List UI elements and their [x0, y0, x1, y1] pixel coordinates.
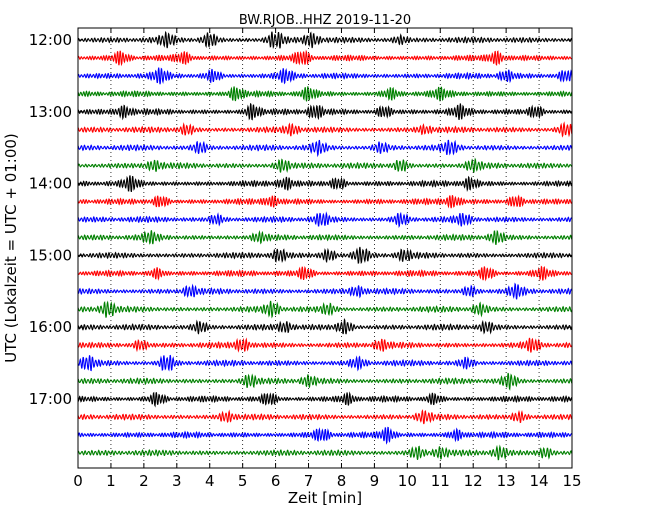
plot-frame [77, 27, 573, 469]
trace-row-1430 [77, 211, 573, 229]
trace-row-1500 [77, 246, 573, 265]
chart-title: BW.RJOB..HHZ 2019-11-20 [239, 13, 411, 28]
x-tick-label: 13 [497, 472, 516, 490]
vertical-grid [110, 28, 540, 468]
trace-group [77, 30, 573, 461]
trace-row-1515 [77, 265, 573, 282]
trace-row-1300 [77, 102, 573, 121]
y-tick-label: 12:00 [29, 31, 72, 49]
x-axis-ticks: 0 1 2 3 4 5 6 7 8 9 10 11 12 13 14 15 [73, 28, 582, 490]
x-tick-label: 10 [398, 472, 417, 490]
trace-row-1730 [77, 426, 573, 445]
trace-row-1715 [77, 409, 573, 425]
y-axis-ticks: 12:00 13:00 14:00 15:00 16:00 17:00 [29, 31, 572, 408]
x-tick-label: 3 [172, 472, 182, 490]
y-tick-label: 17:00 [29, 390, 72, 408]
trace-row-1530 [77, 282, 573, 300]
x-tick-label: 7 [304, 472, 314, 490]
trace-row-1315 [77, 121, 573, 138]
trace-row-1330 [77, 139, 573, 158]
x-tick-label: 6 [271, 472, 281, 490]
trace-row-1545 [77, 300, 573, 319]
x-tick-label: 5 [238, 472, 248, 490]
x-tick-label: 12 [464, 472, 483, 490]
trace-row-1245 [77, 86, 573, 102]
trace-row-1645 [77, 372, 573, 391]
x-tick-label: 0 [73, 472, 83, 490]
y-axis-label: UTC (Lokalzeit = UTC + 01:00) [2, 133, 20, 363]
trace-row-1445 [77, 229, 573, 246]
y-tick-label: 16:00 [29, 318, 72, 336]
x-tick-label: 9 [370, 472, 380, 490]
trace-row-1630 [77, 354, 573, 372]
x-tick-label: 1 [106, 472, 116, 490]
trace-row-1700 [77, 391, 573, 408]
x-tick-label: 11 [431, 472, 450, 490]
trace-row-1600 [77, 317, 573, 335]
trace-row-1400 [77, 175, 573, 192]
x-tick-label: 4 [205, 472, 215, 490]
x-tick-label: 2 [139, 472, 149, 490]
y-tick-label: 14:00 [29, 175, 72, 193]
trace-row-1215 [77, 49, 573, 67]
trace-row-1745 [77, 444, 573, 461]
x-tick-label: 8 [337, 472, 347, 490]
trace-row-1415 [77, 194, 573, 209]
trace-row-1230 [77, 67, 573, 85]
y-tick-label: 13:00 [29, 103, 72, 121]
trace-row-1345 [77, 157, 573, 173]
x-tick-label: 14 [530, 472, 549, 490]
x-tick-label: 15 [562, 472, 581, 490]
y-tick-label: 15:00 [29, 246, 72, 264]
trace-row-1200 [77, 30, 573, 49]
trace-row-1615 [77, 337, 573, 353]
x-axis-label: Zeit [min] [288, 489, 362, 507]
